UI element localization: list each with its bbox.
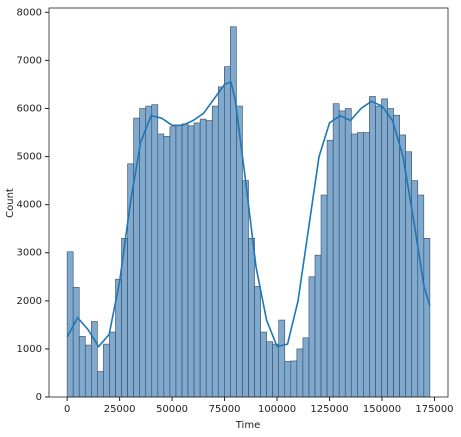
bar bbox=[381, 98, 388, 398]
bar bbox=[145, 105, 153, 398]
bar bbox=[254, 286, 261, 398]
kde-line bbox=[66, 80, 431, 348]
bar bbox=[308, 276, 316, 398]
bar bbox=[199, 118, 207, 398]
bar bbox=[91, 321, 98, 398]
x-tick-label: 125000 bbox=[310, 404, 348, 415]
bar bbox=[350, 133, 358, 398]
bar bbox=[205, 120, 213, 398]
bar bbox=[157, 133, 165, 398]
x-tick-label: 150000 bbox=[363, 404, 401, 415]
bar bbox=[278, 319, 286, 398]
bar bbox=[260, 331, 267, 398]
y-tick-label: 4000 bbox=[17, 200, 42, 211]
bar bbox=[72, 287, 80, 398]
bar bbox=[363, 132, 370, 398]
bar bbox=[357, 132, 364, 398]
y-tick-label: 5000 bbox=[17, 152, 42, 163]
bar bbox=[326, 139, 334, 398]
y-tick-label: 8000 bbox=[17, 7, 42, 18]
y-tick-label: 1000 bbox=[17, 344, 42, 355]
bar bbox=[139, 108, 147, 398]
y-tick-label: 6000 bbox=[17, 103, 42, 114]
x-tick-label: 0 bbox=[64, 404, 70, 415]
bar bbox=[181, 123, 189, 398]
bar bbox=[296, 348, 304, 398]
bar bbox=[344, 108, 352, 398]
bar bbox=[320, 194, 328, 398]
y-axis-label: Count bbox=[5, 188, 16, 218]
bar bbox=[272, 343, 280, 398]
bar bbox=[224, 66, 231, 398]
y-tick-label: 3000 bbox=[17, 248, 42, 259]
bar bbox=[84, 344, 92, 398]
bar bbox=[417, 194, 425, 398]
bar bbox=[290, 360, 298, 398]
y-tick-label: 7000 bbox=[17, 55, 42, 66]
bar bbox=[242, 180, 249, 398]
bar bbox=[284, 361, 292, 398]
bar bbox=[109, 331, 116, 398]
plot-frame bbox=[48, 7, 449, 398]
bar bbox=[369, 96, 376, 398]
bar bbox=[175, 125, 183, 398]
bar bbox=[302, 337, 310, 398]
bar bbox=[193, 122, 201, 398]
x-tick-label: 50000 bbox=[156, 404, 188, 415]
bar bbox=[314, 254, 322, 398]
bar bbox=[103, 343, 110, 398]
bar bbox=[338, 110, 346, 398]
bar bbox=[97, 371, 104, 398]
bar bbox=[211, 105, 219, 398]
y-tick-label: 0 bbox=[36, 392, 42, 403]
x-tick-label: 100000 bbox=[258, 404, 296, 415]
bar bbox=[332, 103, 340, 398]
bar bbox=[375, 105, 382, 398]
bar bbox=[133, 117, 140, 398]
x-axis-label: Time bbox=[235, 420, 260, 431]
bar bbox=[423, 238, 431, 398]
bar bbox=[163, 136, 171, 398]
x-tick-label: 175000 bbox=[415, 404, 453, 415]
bar bbox=[78, 336, 86, 398]
bar bbox=[217, 86, 225, 398]
bar bbox=[393, 114, 400, 398]
y-tick-label: 2000 bbox=[17, 296, 42, 307]
x-tick-label: 25000 bbox=[104, 404, 136, 415]
bar bbox=[151, 104, 159, 398]
bar bbox=[387, 108, 394, 398]
bar bbox=[187, 125, 195, 398]
bar bbox=[66, 251, 74, 398]
bar bbox=[248, 238, 255, 398]
x-tick-label: 75000 bbox=[209, 404, 241, 415]
bar bbox=[266, 341, 273, 398]
bar bbox=[399, 134, 406, 398]
bar bbox=[169, 126, 177, 398]
